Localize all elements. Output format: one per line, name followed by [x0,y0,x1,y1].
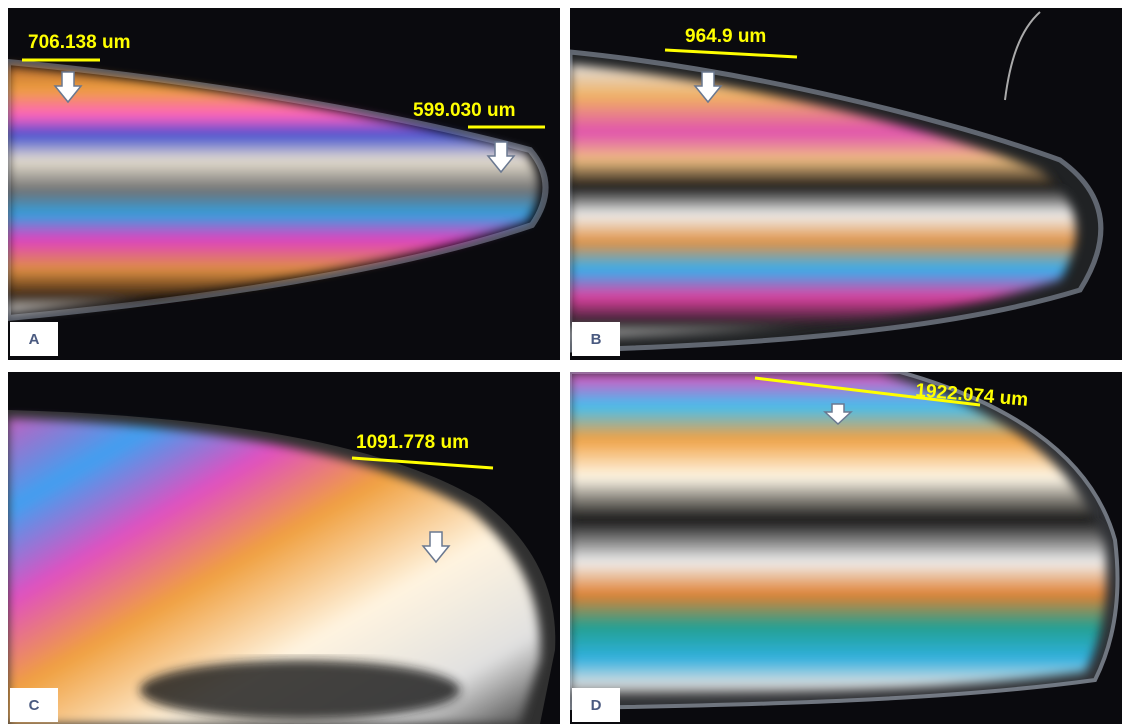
panel-label: D [591,697,602,714]
measurement: 706.138 um [28,32,130,53]
measurement: 964.9 um [685,26,766,47]
panel-c [8,372,560,724]
panel-b [570,8,1122,360]
figure: 706.138 um 599.030 um A 964.9 um B 1091.… [0,0,1126,728]
panel-a [8,8,560,360]
page: 706.138 um 599.030 um A 964.9 um B 1091.… [0,0,1126,728]
panel-d [570,372,1122,724]
measurement: 599.030 um [413,100,515,121]
panel-label: A [29,331,40,348]
panel-label: C [29,697,40,714]
panel-label: B [591,331,602,348]
measurement: 1091.778 um [356,432,469,453]
